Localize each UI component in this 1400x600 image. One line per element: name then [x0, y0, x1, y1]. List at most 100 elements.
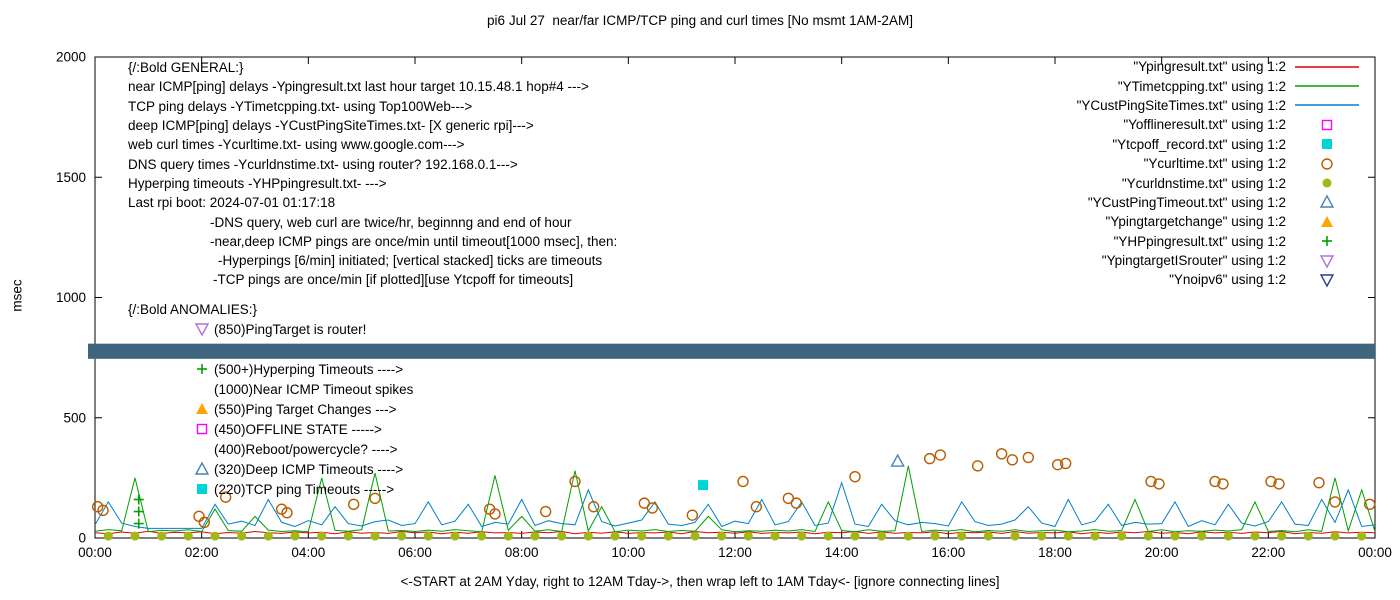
annotation-line: (400)Reboot/powercycle? ---->: [128, 439, 413, 459]
point-Ycurldnstime.txt: [450, 531, 460, 541]
annotation-line: (320)Deep ICMP Timeouts ---->: [128, 459, 413, 479]
x-tick-label: 22:00: [1251, 545, 1285, 560]
annotation-marker-slot: [194, 441, 212, 457]
annotation-line: web curl times -Ycurltime.txt- using www…: [128, 135, 617, 154]
point-YCustPingTimeout.txt: [890, 453, 905, 467]
point-Ycurltime.txt: [1006, 454, 1019, 466]
point-Ycurldnstime.txt: [957, 531, 967, 541]
legend-label: "Ypingresult.txt" using 1:2: [1133, 59, 1286, 75]
point-Ycurltime.txt: [646, 502, 659, 514]
point-Ycurltime.txt: [995, 448, 1008, 460]
annotation-text: {/:Bold ANOMALIES:}: [128, 301, 258, 317]
point-Ycurldnstime.txt: [1357, 531, 1367, 541]
annotation-text: Last rpi boot: 2024-07-01 01:17:18: [128, 195, 336, 211]
point-Ycurltime.txt: [737, 475, 749, 488]
point-Ycurltime.txt: [539, 505, 552, 518]
point-Ycurldnstime.txt: [503, 531, 513, 541]
point-Ycurltime.txt: [686, 509, 699, 521]
point-Ycurldnstime.txt: [610, 531, 620, 541]
annotation-marker-slot: [194, 341, 212, 357]
point-Ycurltime.txt: [934, 449, 947, 461]
annotation-triangle-down-open-icon: [194, 323, 210, 337]
chart-title: pi6 Jul 27 near/far ICMP/TCP ping and cu…: [487, 13, 913, 28]
annotation-line: (1000)Near ICMP Timeout spikes: [128, 379, 413, 399]
x-tick-label: 10:00: [611, 545, 645, 560]
legend-entry: "Ypingtargetchange" using 1:2: [1077, 212, 1360, 231]
annotation-text: deep ICMP[ping] delays -YCustPingSiteTim…: [128, 118, 534, 134]
annotation-text: (500+)Hyperping Timeouts ---->: [214, 361, 404, 377]
legend-marker-circle-filled: [1322, 178, 1332, 188]
annotation-line: -DNS query, web curl are twice/hr, begin…: [128, 212, 617, 231]
point-Ycurltime.txt: [971, 460, 984, 472]
legend-entry: "Ypingresult.txt" using 1:2: [1077, 57, 1360, 76]
annotation-text: (550)Ping Target Changes --->: [214, 401, 397, 417]
point-Ycurldnstime.txt: [770, 531, 780, 541]
point-Ycurltime.txt: [369, 492, 381, 505]
point-Ycurldnstime.txt: [930, 531, 940, 541]
legend-marker-square-open: [1321, 119, 1333, 131]
point-Ycurltime.txt: [750, 501, 763, 513]
legend-label: "Ypingtargetchange" using 1:2: [1105, 214, 1286, 230]
point-Ycurltime.txt: [347, 498, 360, 511]
point-Ycurldnstime.txt: [903, 531, 913, 541]
point-Ycurltime.txt: [849, 470, 861, 483]
legend-entry: "Yofflineresult.txt" using 1:2: [1077, 115, 1360, 134]
legend: "Ypingresult.txt" using 1:2 "YTimetcpping…: [1077, 57, 1360, 290]
annotation-line: near ICMP[ping] delays -Ypingresult.txt …: [128, 77, 617, 96]
point-Ycurltime.txt: [281, 507, 293, 519]
x-tick-label: 06:00: [398, 545, 432, 560]
y-tick-label: 500: [63, 410, 86, 425]
point-Ycurltime.txt: [219, 491, 232, 503]
annotation-line: {/:Bold GENERAL:}: [128, 58, 617, 77]
annotation-text: (320)Deep ICMP Timeouts ---->: [214, 461, 404, 477]
point-Ycurltime.txt: [193, 510, 205, 523]
point-Ycurltime.txt: [1153, 478, 1165, 490]
x-tick-label: 16:00: [931, 545, 965, 560]
legend-marker-triangle-filled-icon: [1321, 215, 1333, 227]
point-Ycurldnstime.txt: [1037, 531, 1047, 541]
x-axis-label: <-START at 2AM Yday, right to 12AM Tday-…: [400, 574, 1000, 589]
annotation-line: (450)OFFLINE STATE ----->: [128, 419, 413, 439]
annotation-text: TCP ping delays -YTimetcpping.txt- using…: [128, 98, 473, 114]
legend-marker-square-filled: [1322, 139, 1332, 150]
annotation-text: -Hyperpings [6/min] initiated; [vertical…: [218, 253, 603, 269]
legend-label: "Ynoipv6" using 1:2: [1169, 272, 1286, 288]
legend-marker-line-icon: [1295, 104, 1359, 107]
legend-marker-square-open-icon: [1321, 119, 1333, 131]
y-tick-label: 0: [78, 531, 86, 546]
point-Ycurldnstime.txt: [1197, 531, 1207, 541]
annotation-text: DNS query times -Ycurldnstime.txt- using…: [128, 156, 518, 172]
annotation-line: (220)TCP ping Timeouts ----->: [128, 479, 413, 499]
legend-marker-triangle-down-open: [1319, 254, 1335, 269]
annotation-line: (550)Ping Target Changes --->: [128, 399, 413, 419]
point-Ycurltime.txt: [790, 497, 803, 509]
annotation-marker-triangle-filled: [196, 403, 208, 414]
legend-marker-square-filled-icon: [1322, 139, 1332, 150]
point-Ycurldnstime.txt: [370, 531, 380, 541]
x-tick-label: 12:00: [718, 545, 752, 560]
annotation-line: TCP ping delays -YTimetcpping.txt- using…: [128, 97, 617, 116]
point-Ycurltime.txt: [97, 504, 109, 517]
series-YCustPingSiteTimes.txt: [94, 481, 1376, 529]
x-tick-label: 18:00: [1038, 545, 1072, 560]
point-Ycurltime.txt: [1329, 496, 1341, 508]
x-tick-label: 04:00: [291, 545, 325, 560]
y-tick-label: 1000: [56, 290, 86, 305]
point-Ycurltime.txt: [489, 508, 501, 520]
point-Ycurltime.txt: [198, 516, 211, 529]
point-Ycurldnstime.txt: [183, 531, 193, 541]
annotation-marker-triangle-open: [194, 461, 210, 475]
legend-marker-triangle-down-open-icon: [1319, 274, 1335, 288]
annotation-marker-square-filled: [197, 484, 207, 494]
point-Ycurldnstime.txt: [1117, 531, 1127, 541]
legend-entry: "Ytcpoff_record.txt" using 1:2: [1077, 135, 1360, 154]
point-Ycurldnstime.txt: [237, 531, 247, 541]
point-Ycurldnstime.txt: [690, 531, 700, 541]
annotation-triangle-open-icon: [194, 461, 210, 475]
annotation-text: (1000)Near ICMP Timeout spikes: [214, 381, 414, 397]
y-tick-label: 2000: [56, 50, 86, 65]
point-Ycurldnstime.txt: [397, 531, 407, 541]
point-Ycurltime.txt: [1313, 476, 1325, 489]
point-Ycurldnstime.txt: [1170, 531, 1180, 541]
